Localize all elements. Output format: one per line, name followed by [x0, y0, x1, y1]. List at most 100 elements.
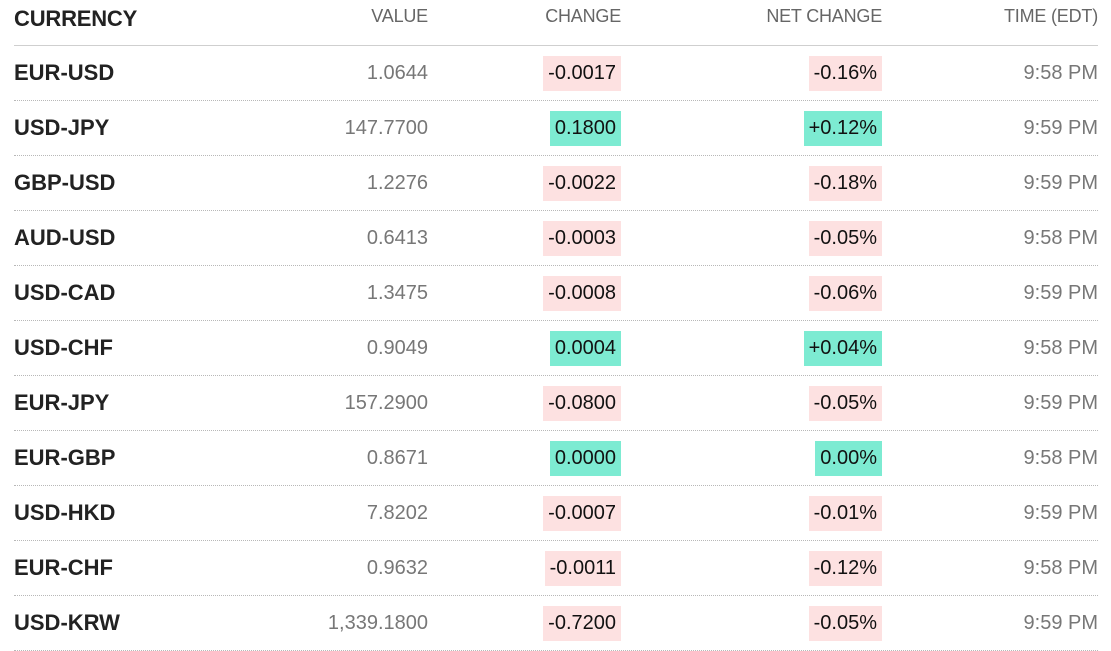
time: 9:59 PM: [1023, 281, 1098, 304]
currency-pair-cell: EUR-USD: [14, 46, 114, 100]
change-cell: -0.7200: [543, 596, 621, 650]
currency-row: USD-CHF 0.9049 0.0004 +0.04% 9:58 PM: [14, 321, 1098, 376]
change: -0.7200: [543, 605, 621, 641]
currency-pair: USD-CAD: [14, 280, 116, 305]
header-cell: VALUE: [371, 0, 428, 45]
time-cell: 9:59 PM: [1024, 101, 1098, 155]
value-cell: 0.9632: [367, 541, 428, 595]
net-change-cell: +0.04%: [803, 321, 882, 375]
net-change-cell: -0.12%: [808, 541, 882, 595]
change: -0.0022: [543, 165, 621, 201]
net-change: -0.06%: [808, 275, 882, 311]
time-cell: 9:59 PM: [1024, 486, 1098, 540]
currency-pair: USD-JPY: [14, 115, 110, 140]
time: 9:58 PM: [1023, 61, 1098, 84]
currency-pair: EUR-USD: [14, 60, 115, 85]
header-label: CURRENCY: [14, 6, 138, 31]
currency-pair: GBP-USD: [14, 170, 116, 195]
time: 9:59 PM: [1023, 116, 1098, 139]
time-cell: 9:58 PM: [1024, 46, 1098, 100]
currency-row: AUD-USD 0.6413 -0.0003 -0.05% 9:58 PM: [14, 211, 1098, 266]
change: -0.0800: [543, 385, 621, 421]
value: 0.8671: [366, 446, 428, 469]
value-cell: 0.8671: [367, 431, 428, 485]
change: -0.0008: [543, 275, 621, 311]
time: 9:58 PM: [1023, 226, 1098, 249]
header-label: VALUE: [371, 6, 428, 26]
change: 0.1800: [549, 110, 621, 146]
time: 9:58 PM: [1023, 556, 1098, 579]
value: 147.7700: [344, 116, 428, 139]
time-cell: 9:58 PM: [1024, 211, 1098, 265]
currency-pair: AUD-USD: [14, 225, 116, 250]
net-change-cell: 0.00%: [815, 431, 882, 485]
change-cell: 0.0000: [549, 431, 621, 485]
currency-pair-cell: EUR-CHF: [14, 541, 113, 595]
value-cell: 0.6413: [367, 211, 428, 265]
currency-row: EUR-GBP 0.8671 0.0000 0.00% 9:58 PM: [14, 431, 1098, 486]
currency-row: EUR-USD 1.0644 -0.0017 -0.16% 9:58 PM: [14, 46, 1098, 101]
change: -0.0003: [543, 220, 621, 256]
currency-row: EUR-CHF 0.9632 -0.0011 -0.12% 9:58 PM: [14, 541, 1098, 596]
net-change-cell: +0.12%: [803, 101, 882, 155]
currency-pair-cell: AUD-USD: [14, 211, 115, 265]
value: 7.8202: [366, 501, 428, 524]
net-change: -0.16%: [808, 55, 882, 91]
time: 9:58 PM: [1023, 336, 1098, 359]
currency-table: CURRENCY VALUE CHANGE NET CHANGE TIME (EDT) E…: [14, 0, 1098, 651]
net-change: -0.05%: [808, 605, 882, 641]
time-cell: 9:59 PM: [1024, 266, 1098, 320]
currency-pair-cell: USD-JPY: [14, 101, 109, 155]
currency-pair: EUR-JPY: [14, 390, 110, 415]
currency-pair: USD-KRW: [14, 610, 120, 635]
currency-row: EUR-JPY 157.2900 -0.0800 -0.05% 9:59 PM: [14, 376, 1098, 431]
value-cell: 0.9049: [367, 321, 428, 375]
value: 0.6413: [366, 226, 428, 249]
change-cell: -0.0017: [543, 46, 621, 100]
net-change: -0.05%: [808, 385, 882, 421]
time: 9:59 PM: [1023, 611, 1098, 634]
change-cell: -0.0007: [543, 486, 621, 540]
time-cell: 9:58 PM: [1024, 431, 1098, 485]
net-change: -0.05%: [808, 220, 882, 256]
net-change: -0.12%: [808, 550, 882, 586]
currency-row: USD-KRW 1,339.1800 -0.7200 -0.05% 9:59 PM: [14, 596, 1098, 651]
net-change-cell: -0.16%: [808, 46, 882, 100]
currency-pair-cell: EUR-GBP: [14, 431, 115, 485]
time: 9:59 PM: [1023, 171, 1098, 194]
header-label: CHANGE: [545, 6, 621, 26]
value-cell: 1.0644: [367, 46, 428, 100]
value-cell: 147.7700: [345, 101, 428, 155]
currency-pair-cell: USD-CAD: [14, 266, 115, 320]
net-change: -0.18%: [808, 165, 882, 201]
value-cell: 1.3475: [367, 266, 428, 320]
header-row: CURRENCY VALUE CHANGE NET CHANGE TIME (EDT): [14, 0, 1098, 46]
net-change-cell: -0.06%: [808, 266, 882, 320]
header-cell: CHANGE: [545, 0, 621, 45]
header-cell: CURRENCY: [14, 0, 137, 45]
change-cell: 0.1800: [549, 101, 621, 155]
time-cell: 9:58 PM: [1024, 541, 1098, 595]
currency-pair-cell: USD-CHF: [14, 321, 113, 375]
change-cell: -0.0800: [543, 376, 621, 430]
currency-pair: USD-CHF: [14, 335, 113, 360]
change: -0.0007: [543, 495, 621, 531]
header-cell: NET CHANGE: [766, 0, 882, 45]
time: 9:59 PM: [1023, 391, 1098, 414]
time-cell: 9:58 PM: [1024, 321, 1098, 375]
change: -0.0017: [543, 55, 621, 91]
value: 1.3475: [366, 281, 428, 304]
currency-pair-cell: USD-KRW: [14, 596, 120, 650]
time-cell: 9:59 PM: [1024, 376, 1098, 430]
value: 1.2276: [366, 171, 428, 194]
currency-row: USD-CAD 1.3475 -0.0008 -0.06% 9:59 PM: [14, 266, 1098, 321]
change-cell: -0.0022: [543, 156, 621, 210]
header-label: TIME (EDT): [1004, 6, 1098, 26]
currency-row: USD-HKD 7.8202 -0.0007 -0.01% 9:59 PM: [14, 486, 1098, 541]
change: -0.0011: [544, 550, 621, 586]
change-cell: -0.0011: [544, 541, 621, 595]
value-cell: 1.2276: [367, 156, 428, 210]
currency-row: USD-JPY 147.7700 0.1800 +0.12% 9:59 PM: [14, 101, 1098, 156]
value-cell: 1,339.1800: [328, 596, 428, 650]
